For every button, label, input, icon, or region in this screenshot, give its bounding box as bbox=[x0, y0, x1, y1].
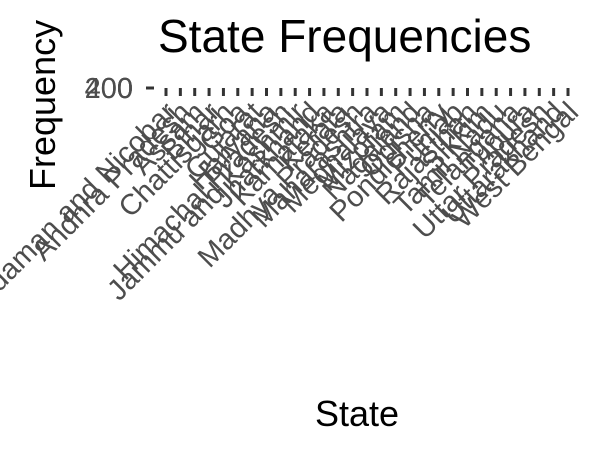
x-axis-title: State bbox=[315, 393, 399, 434]
chart-title: State Frequencies bbox=[158, 10, 531, 62]
y-tick-label: 200 bbox=[85, 73, 133, 105]
y-tick-label: 0 bbox=[117, 73, 133, 105]
y-axis-title: Frequency bbox=[22, 20, 63, 190]
y-tick-label: 400 bbox=[85, 73, 133, 105]
